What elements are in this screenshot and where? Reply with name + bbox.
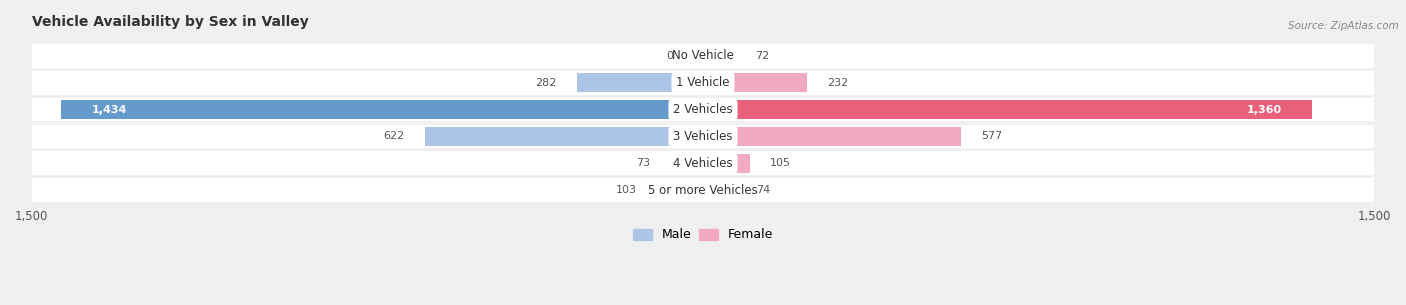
Text: 622: 622 [384,131,405,142]
Bar [703,73,807,92]
Bar [32,125,703,148]
Bar [32,98,703,121]
Text: 5 or more Vehicles: 5 or more Vehicles [648,184,758,196]
Bar [671,153,703,173]
Text: No Vehicle: No Vehicle [672,49,734,63]
Bar [62,100,703,119]
Legend: Male, Female: Male, Female [628,223,778,246]
Bar [425,127,703,146]
Bar [703,71,1374,95]
Bar [32,178,703,202]
Text: 103: 103 [616,185,637,195]
Text: 72: 72 [755,51,769,61]
Text: 0: 0 [666,51,673,61]
Bar [703,44,1374,68]
Text: 1,434: 1,434 [91,105,127,115]
Bar [703,151,1374,175]
Bar [703,178,1374,202]
Text: 1,360: 1,360 [1246,105,1281,115]
Text: 1 Vehicle: 1 Vehicle [676,76,730,89]
Text: 282: 282 [536,78,557,88]
Bar [703,127,962,146]
Bar [32,151,703,175]
Bar [32,44,703,68]
Bar [703,98,1374,121]
Bar [703,153,749,173]
Bar [657,180,703,200]
Text: 4 Vehicles: 4 Vehicles [673,157,733,170]
Text: 74: 74 [756,185,770,195]
Text: 73: 73 [636,158,650,168]
Text: Source: ZipAtlas.com: Source: ZipAtlas.com [1288,21,1399,31]
Text: 3 Vehicles: 3 Vehicles [673,130,733,143]
Text: 577: 577 [981,131,1002,142]
Text: Vehicle Availability by Sex in Valley: Vehicle Availability by Sex in Valley [32,15,308,29]
Bar [703,46,735,66]
Text: 105: 105 [770,158,792,168]
Bar [32,71,703,95]
Bar [703,100,1312,119]
Bar [576,73,703,92]
Text: 2 Vehicles: 2 Vehicles [673,103,733,116]
Text: 232: 232 [827,78,848,88]
Bar [703,125,1374,148]
Bar [703,180,737,200]
